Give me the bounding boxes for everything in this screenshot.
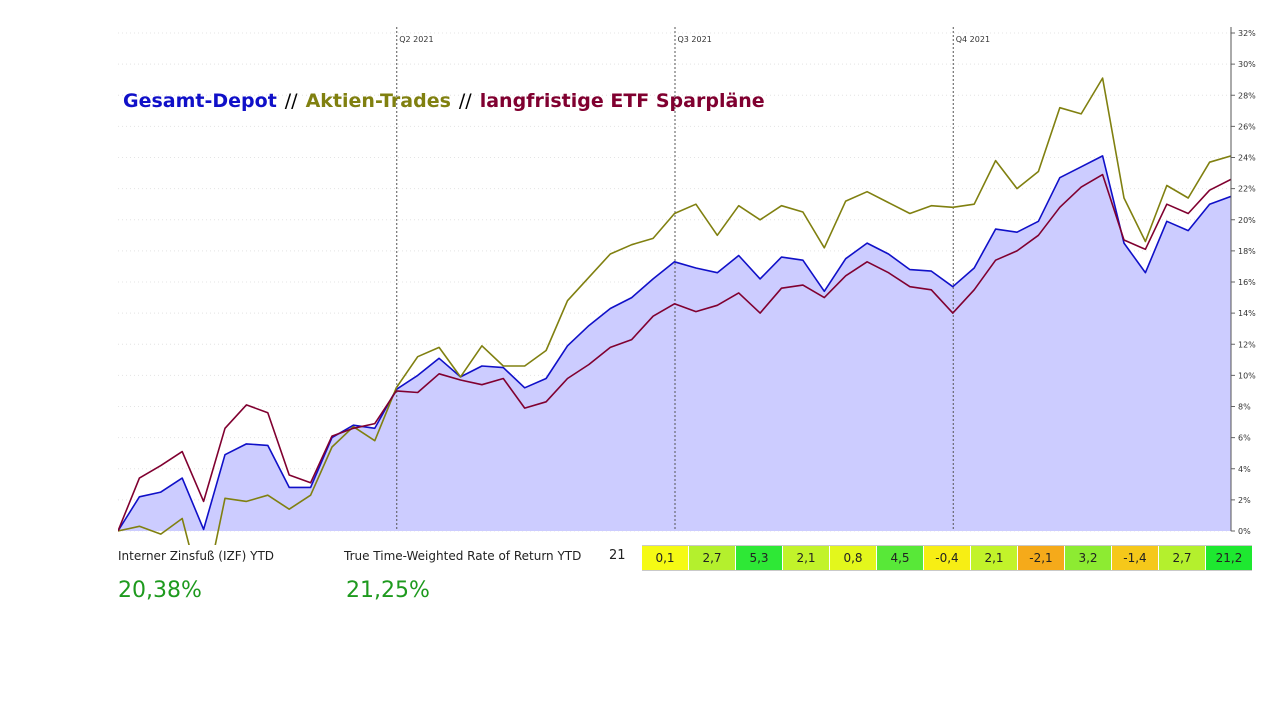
y-tick-label: 22% (1238, 185, 1256, 194)
y-tick-label: 12% (1238, 340, 1256, 349)
y-tick-label: 24% (1238, 154, 1256, 163)
y-tick-label: 8% (1238, 403, 1251, 412)
monthly-return-cell: -1,4 (1111, 546, 1158, 570)
y-tick-label: 10% (1238, 371, 1256, 380)
monthly-year-label: 21 (609, 548, 626, 563)
legend-separator: // (284, 90, 298, 112)
monthly-return-cell: 3,2 (1064, 546, 1111, 570)
monthly-return-cell: -0,4 (923, 546, 970, 570)
y-tick-label: 30% (1238, 60, 1256, 69)
y-axis: 0% 2% 4% 6% 8% 10% 12% 14% 16% 18% 20% 22% 24% 26% 28%… (1230, 27, 1256, 536)
monthly-return-cell: 0,1 (642, 546, 688, 570)
monthly-return-cell: -2,1 (1017, 546, 1064, 570)
monthly-return-cell: 2,7 (1158, 546, 1205, 570)
monthly-return-cell: 4,5 (876, 546, 923, 570)
series-lines (118, 77, 1231, 545)
legend-total: Gesamt-Depot (123, 90, 277, 112)
monthly-return-cell: 21,2 (1205, 546, 1252, 570)
legend-separator: // (458, 90, 472, 112)
izf-label: Interner Zinsfuß (IZF) YTD (118, 549, 275, 563)
y-tick-label: 14% (1238, 309, 1256, 318)
monthly-return-cell: 5,3 (735, 546, 782, 570)
monthly-return-cell: 2,7 (688, 546, 735, 570)
series-line-langfristige-etf-sparpl-ne (118, 173, 1231, 532)
monthly-return-cell: 2,1 (970, 546, 1017, 570)
y-tick-label: 2% (1238, 496, 1251, 505)
ttwror-label: True Time-Weighted Rate of Return YTD (344, 549, 582, 563)
y-tick-label: 28% (1238, 91, 1256, 100)
quarter-label: Q2 2021 (399, 35, 433, 44)
legend-title: Gesamt-Depot // Aktien-Trades // langfristig… (123, 90, 765, 112)
monthly-return-cell: 0,8 (829, 546, 876, 570)
quarter-markers: Q2 2021 Q3 2021 Q4 2021 (396, 27, 990, 531)
quarter-label: Q3 2021 (678, 35, 712, 44)
y-tick-label: 6% (1238, 434, 1251, 443)
izf-value: 20,38% (118, 578, 202, 603)
legend-etf: langfristige ETF Sparpläne (479, 90, 765, 112)
y-tick-label: 0% (1238, 527, 1251, 536)
monthly-returns-strip: 0,1 2,7 5,3 2,1 0,8 4,5 -0,4 2,1 -2,1 3,2 -1,4 2,7 2… (642, 545, 1252, 571)
ttwror-value: 21,25% (346, 578, 430, 603)
y-tick-label: 18% (1238, 247, 1256, 256)
y-tick-label: 26% (1238, 122, 1256, 131)
quarter-label: Q4 2021 (956, 35, 990, 44)
y-tick-label: 16% (1238, 278, 1256, 287)
y-tick-label: 4% (1238, 465, 1251, 474)
y-tick-label: 20% (1238, 216, 1256, 225)
series-line-gesamt-depot (118, 155, 1231, 532)
y-tick-label: 32% (1238, 29, 1256, 38)
series-line-aktien-trades (118, 77, 1231, 545)
monthly-return-cell: 2,1 (782, 546, 829, 570)
legend-stocks: Aktien-Trades (305, 90, 451, 112)
